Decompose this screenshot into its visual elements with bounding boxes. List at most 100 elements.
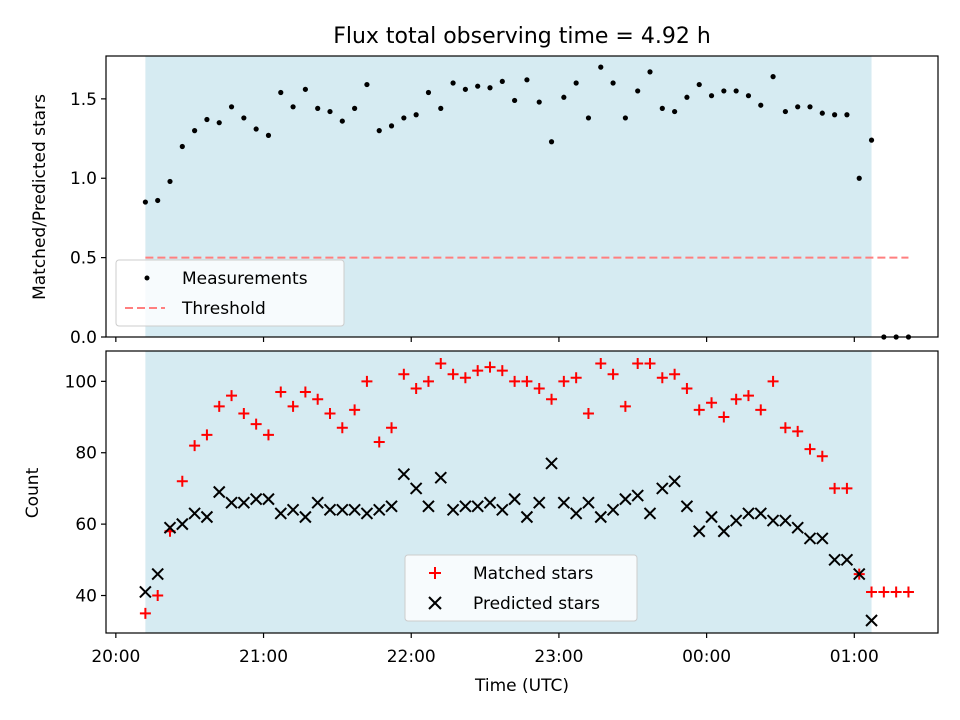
predicted-stars-point [508, 492, 521, 506]
measurements-point [278, 89, 284, 96]
predicted-stars-point [631, 489, 644, 502]
measurements-legend-marker [144, 275, 150, 281]
measurements-point [413, 112, 419, 118]
matched-stars-point [866, 586, 878, 598]
measurements-point [302, 86, 308, 92]
measurements-point [364, 81, 370, 88]
matched-stars-point [213, 400, 225, 412]
y-tick-label: 1.5 [70, 90, 97, 110]
measurements-point [155, 197, 161, 204]
matched-stars-point [299, 386, 311, 398]
matched-stars-point [582, 407, 594, 419]
matched-stars-point [878, 586, 890, 598]
measurements-point [487, 85, 493, 91]
predicted-stars-point [163, 521, 177, 534]
measurements-point [241, 115, 247, 121]
ratio-y-axis-label: Matched/Predicted stars [30, 94, 50, 300]
measurements-point [179, 143, 185, 150]
measurements-point [167, 178, 173, 185]
measurements-point [499, 78, 505, 85]
predicted-stars-point [237, 496, 251, 509]
measurements-point [142, 199, 148, 205]
predicted-stars-point [496, 503, 509, 517]
matched-stars-point [804, 443, 816, 455]
measurements-point [512, 97, 518, 104]
matched-stars-point [189, 440, 201, 452]
measurements-point [844, 112, 850, 118]
predicted-stars-point [459, 500, 472, 513]
predicted-stars-point [373, 503, 386, 517]
x-tick-label: 22:00 [387, 647, 436, 667]
x-tick-label: 00:00 [682, 647, 731, 667]
ratio-legend: Measurements Threshold [115, 259, 345, 327]
matched-stars-point [250, 418, 262, 430]
predicted-stars-point [471, 500, 484, 513]
y-tick-label: 1.0 [70, 169, 97, 189]
predicted-stars-point [606, 503, 620, 517]
measurements-legend-label: Measurements [182, 269, 308, 289]
predicted-stars-point [151, 567, 164, 581]
measurements-point [696, 81, 702, 88]
matched-stars-point [139, 607, 151, 619]
matched-stars-point [644, 357, 656, 369]
measurements-point [315, 105, 321, 111]
measurements-point [721, 88, 727, 94]
matched-stars-point [755, 404, 767, 416]
predicted-stars-point [582, 496, 595, 509]
matched-stars-point [361, 375, 373, 387]
matched-stars-point [570, 372, 582, 384]
matched-stars-point [706, 397, 718, 409]
matched-stars-point [816, 450, 828, 462]
matched-stars-point [669, 368, 681, 380]
x-tick-label: 21:00 [239, 647, 288, 667]
matched-stars-legend-label: Matched stars [473, 564, 593, 584]
measurements-point [856, 175, 862, 181]
measurements-point [401, 115, 407, 121]
matched-stars-point [546, 393, 558, 405]
matched-stars-point [152, 590, 164, 602]
matched-stars-point [841, 482, 853, 494]
matched-stars-point [349, 404, 361, 416]
y-tick-label: 0.5 [70, 249, 97, 269]
matched-stars-point [201, 429, 213, 441]
predicted-stars-point [533, 496, 546, 509]
matched-stars-point [607, 368, 619, 380]
predicted-stars-point [249, 492, 263, 506]
predicted-stars-point [139, 585, 152, 599]
predicted-stars-point [262, 492, 275, 506]
measurements-point [425, 89, 432, 96]
threshold-legend-label: Threshold [181, 299, 266, 319]
measurements-point [192, 128, 198, 134]
ratio-legend-box [115, 259, 345, 327]
matched-stars-point [595, 357, 607, 369]
measurements-point [438, 105, 444, 111]
measurements-point [672, 108, 678, 115]
measurements-point [228, 104, 235, 110]
measurements-point [659, 105, 665, 111]
predicted-stars-point [742, 507, 755, 520]
matched-stars-point [312, 393, 324, 405]
matched-stars-point [238, 407, 250, 419]
y-tick-label: 0.0 [70, 328, 97, 348]
count-panel: 40 60 80 100 20:00 21:00 22:00 23:00 00:00 01:00… [23, 350, 939, 667]
matched-stars-point [386, 422, 398, 434]
measurements-point [832, 112, 838, 118]
matched-stars-point [890, 586, 902, 598]
matched-stars-point [656, 372, 668, 384]
measurements-point [339, 118, 345, 124]
predicted-stars-point [705, 510, 718, 524]
predicted-stars-point [619, 492, 632, 506]
predicted-stars-point [397, 467, 411, 481]
x-tick-label: 20:00 [91, 647, 140, 667]
measurements-point [733, 88, 739, 94]
matched-stars-point [632, 357, 644, 369]
matched-stars-point [226, 390, 238, 402]
y-tick-label: 100 [65, 372, 97, 392]
measurements-point [598, 64, 604, 70]
measurements-point [585, 115, 592, 121]
count-y-axis-label: Count [23, 467, 43, 518]
predicted-stars-point [840, 553, 854, 567]
y-tick-label: 40 [75, 587, 97, 607]
measurements-point [684, 94, 690, 100]
